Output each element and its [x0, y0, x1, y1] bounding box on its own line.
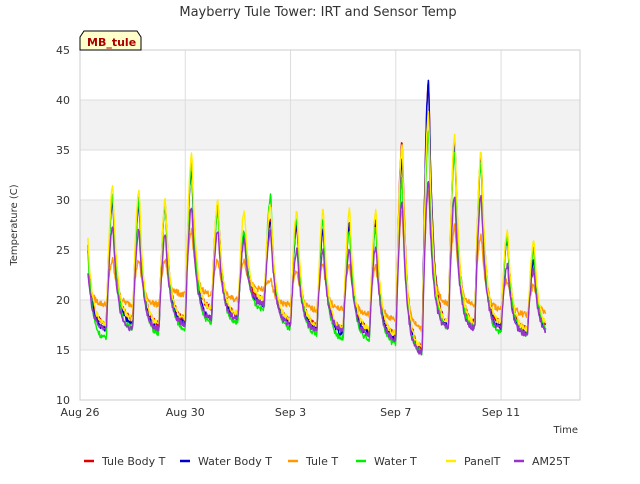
- series-line-5: [87, 180, 547, 356]
- y-tick-label: 10: [56, 394, 70, 407]
- y-tick-label: 30: [56, 194, 70, 207]
- legend-label: Water T: [374, 455, 417, 468]
- chart-title: Mayberry Tule Tower: IRT and Sensor Temp: [179, 5, 456, 20]
- legend-label: Tule Body T: [101, 455, 166, 468]
- legend-label: Tule T: [305, 455, 338, 468]
- x-tick-label: Sep 7: [380, 406, 411, 419]
- station-badge: MB_tule: [79, 30, 142, 51]
- x-tick-label: Aug 26: [61, 406, 100, 419]
- y-tick-label: 40: [56, 94, 70, 107]
- station-badge-shape: [79, 30, 142, 51]
- legend-label: PanelT: [464, 455, 501, 468]
- plot-border: [79, 49, 581, 401]
- x-tick-label: Sep 3: [275, 406, 306, 419]
- y-tick-label: 20: [56, 294, 70, 307]
- y-tick-label: 15: [56, 344, 70, 357]
- y-axis-ticks: 10 15 20 25 30 35 40 45: [56, 44, 70, 407]
- x-tick-label: Sep 11: [482, 406, 520, 419]
- legend: Tule Body T Water Body T Tule T Water T Pane…: [84, 455, 570, 468]
- series-lines: [87, 79, 547, 356]
- x-tick-label: Aug 30: [166, 406, 205, 419]
- x-axis-ticks: Aug 26 Aug 30 Sep 3 Sep 7 Sep 11: [61, 406, 521, 419]
- legend-label: AM25T: [532, 455, 570, 468]
- x-axis-label: Time: [553, 425, 578, 436]
- band-2: [80, 100, 580, 150]
- y-axis-label: Temperature (C): [9, 184, 20, 266]
- legend-label: Water Body T: [198, 455, 272, 468]
- y-tick-label: 45: [56, 44, 70, 57]
- y-tick-label: 35: [56, 144, 70, 157]
- y-tick-label: 25: [56, 244, 70, 257]
- station-badge-label: MB_tule: [87, 36, 136, 49]
